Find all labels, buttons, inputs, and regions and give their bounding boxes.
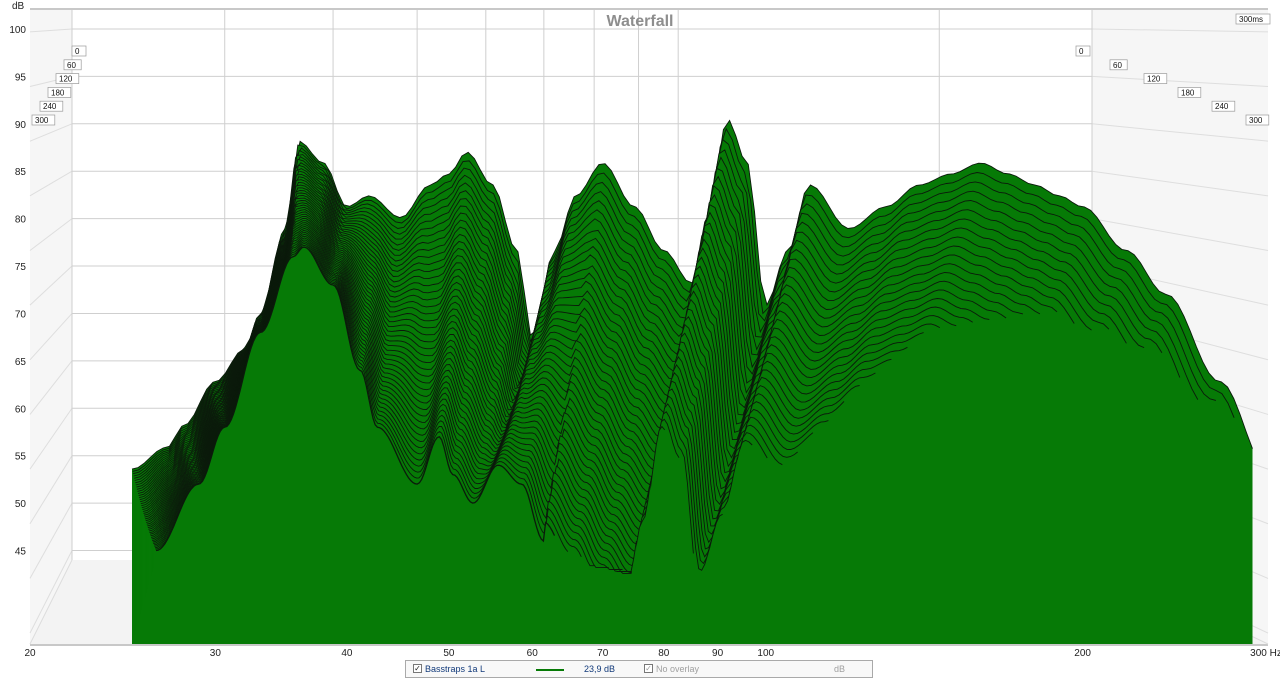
x-tick-label: 40 — [341, 648, 353, 659]
waterfall-chart: 20 30 40 50 60 70 80 90 100 200 300 Hz 100 95 90 85 80 7… — [9, 1, 1280, 659]
svg-text:60: 60 — [1113, 61, 1122, 70]
slice-outline — [154, 241, 595, 567]
svg-text:120: 120 — [59, 75, 73, 84]
y-tick-label: 75 — [15, 262, 27, 273]
y-tick-label: 60 — [15, 404, 27, 415]
x-tick-label: 50 — [443, 648, 455, 659]
slice-outline — [145, 209, 829, 522]
slice-outline — [134, 155, 1163, 481]
y-gridline-side — [29, 550, 73, 634]
y-tick-label: 80 — [15, 215, 27, 226]
slice-outline — [132, 138, 1217, 475]
svg-text:180: 180 — [51, 88, 65, 97]
trace-value: 23,9 dB — [584, 664, 616, 674]
y-gridline-side — [29, 265, 73, 306]
slice-outline — [134, 154, 1181, 479]
svg-text:300: 300 — [35, 116, 49, 125]
slice-outline — [140, 184, 990, 503]
trace-label: Basstraps 1a L — [425, 664, 486, 674]
y-gridline-side — [29, 123, 73, 142]
x-tick-label: 90 — [712, 648, 724, 659]
slices-layer — [131, 119, 1253, 644]
time-tick-left: 300 — [31, 114, 56, 126]
time-tick-right: 60 — [1109, 59, 1128, 71]
overlay-checkbox[interactable]: ✓ — [644, 664, 653, 673]
slice-outline — [133, 149, 1199, 477]
slice-outline — [155, 244, 569, 552]
slice-outline — [135, 162, 1127, 486]
y-tick-label: 95 — [15, 72, 27, 83]
svg-text:300: 300 — [1249, 116, 1263, 125]
chart-title: Waterfall — [607, 13, 674, 30]
slice-outline — [132, 127, 1235, 472]
y-tick-label: 85 — [15, 167, 27, 178]
time-tick-right: 120 — [1143, 73, 1168, 84]
y-gridline-side — [29, 455, 73, 525]
y-gridline-side — [29, 407, 73, 470]
time-tick-left: 240 — [39, 100, 64, 112]
slice-outline — [136, 164, 1110, 488]
slice-outline — [140, 187, 973, 505]
trace-checkbox[interactable]: ✓ — [413, 664, 422, 673]
slice-outline — [137, 170, 1075, 492]
x-tick-label: 100 — [757, 648, 774, 659]
trace-color-swatch — [536, 669, 564, 671]
y-gridline-side — [29, 170, 73, 197]
slice-fill — [156, 247, 555, 560]
time-tick-left: 60 — [63, 59, 82, 71]
axis-layer: 20 30 40 50 60 70 80 90 100 200 300 Hz 100 95 90 85 80 7… — [9, 13, 1280, 659]
time-tick-left: 180 — [47, 87, 72, 98]
y-gridline-side — [29, 502, 73, 579]
time-tick-right: 0 — [1075, 45, 1091, 57]
svg-text:300ms: 300ms — [1239, 15, 1263, 24]
y-tick-label: 90 — [15, 120, 27, 131]
y-tick-label: 65 — [15, 357, 27, 368]
y-gridline-side — [29, 218, 73, 251]
time-tick-left: 0 — [71, 45, 87, 57]
svg-text:240: 240 — [1215, 102, 1229, 111]
y-tick-label: 50 — [15, 499, 27, 510]
legend-bar: ✓ Basstraps 1a L 23,9 dB ✓ No overlay dB — [405, 660, 873, 678]
y-axis-unit: dB — [12, 1, 25, 12]
slice-outline — [155, 246, 556, 552]
slice-outline — [135, 158, 1145, 484]
y-gridline-side — [1091, 218, 1269, 251]
time-tick-left: 120 — [55, 73, 80, 84]
y-gridline-side — [1091, 170, 1269, 197]
time-tick-right: 240 — [1211, 100, 1236, 112]
svg-text:240: 240 — [43, 102, 57, 111]
x-tick-label: 70 — [597, 648, 609, 659]
x-tick-label: 80 — [658, 648, 670, 659]
x-gridline-floor — [29, 559, 73, 645]
y-gridline-side — [1091, 123, 1269, 142]
time-tick-right: 180 — [1177, 87, 1202, 98]
overlay-unit: dB — [834, 664, 846, 674]
time-tick-right: 300 — [1245, 114, 1270, 126]
y-tick-label: 45 — [15, 547, 27, 558]
x-tick-label: 60 — [527, 648, 539, 659]
x-tick-label: 30 — [210, 648, 222, 659]
slice-outline — [146, 211, 814, 523]
svg-text:60: 60 — [67, 61, 76, 70]
y-gridline-side — [29, 360, 73, 415]
y-gridline-side — [1091, 28, 1269, 33]
y-tick-label: 70 — [15, 309, 27, 320]
y-gridline-side — [29, 28, 73, 33]
svg-text:0: 0 — [75, 47, 80, 56]
time-end-label: 300ms — [1235, 13, 1271, 25]
slice-outline — [136, 168, 1092, 490]
y-gridline-side — [29, 313, 73, 361]
slice-outline — [154, 243, 582, 557]
x-tick-label: 200 — [1074, 648, 1091, 659]
x-tick-label: 300 Hz — [1250, 648, 1280, 659]
y-tick-label: 55 — [15, 452, 27, 463]
svg-text:180: 180 — [1181, 88, 1195, 97]
overlay-label: No overlay — [656, 664, 700, 674]
svg-text:0: 0 — [1079, 47, 1084, 56]
y-tick-label: 100 — [9, 25, 26, 36]
y-gridline-side — [1091, 75, 1269, 88]
x-tick-label: 20 — [24, 648, 36, 659]
svg-text:120: 120 — [1147, 75, 1161, 84]
